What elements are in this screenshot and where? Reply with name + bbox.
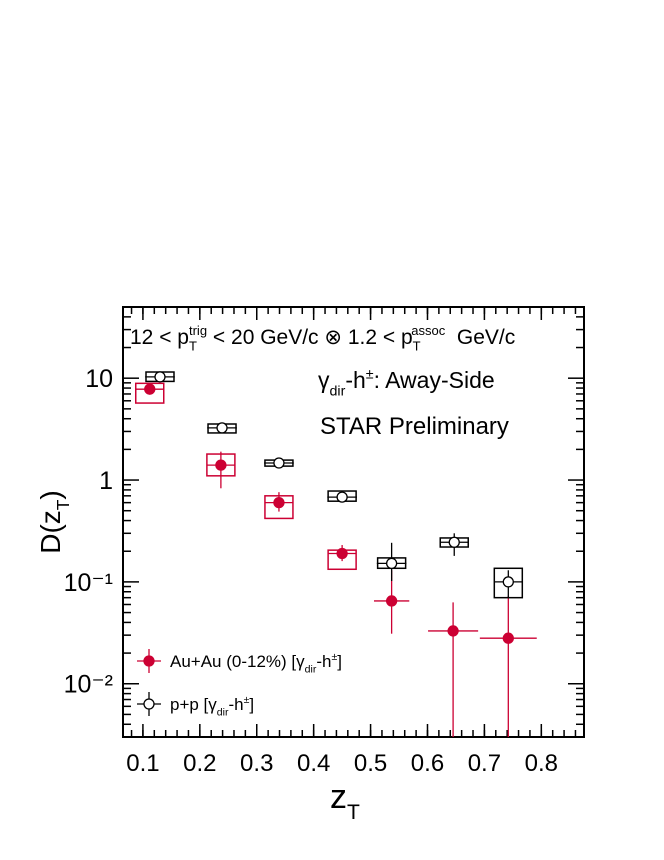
plot-frame	[122, 306, 585, 738]
text-span: dir	[305, 663, 317, 675]
y-tick-label: 10⁻²	[64, 671, 113, 699]
text-span: p+p [γ	[170, 695, 217, 714]
marker	[448, 536, 460, 548]
text-span: -h	[229, 695, 244, 714]
legend-label: p+p [γdir-h±]	[170, 694, 254, 719]
x-tick-label: 0.1	[126, 750, 159, 777]
text-span: dir	[217, 706, 229, 718]
marker	[385, 595, 398, 607]
legend-marker	[143, 698, 155, 710]
text-span: T	[189, 339, 197, 354]
marker	[385, 557, 398, 570]
marker	[447, 625, 459, 637]
text-span: : Away-Side	[374, 367, 495, 393]
text-span: T	[53, 499, 73, 510]
text-span: trig	[189, 323, 207, 338]
annotation: STAR Preliminary	[320, 413, 509, 440]
x-tick-label: 0.7	[468, 750, 501, 777]
marker	[273, 496, 285, 509]
text-span: Au+Au (0-12%) [γ	[170, 652, 305, 671]
text-span: 12 < p	[130, 326, 189, 349]
text-span: ±	[332, 651, 338, 663]
text-span: T	[413, 339, 421, 354]
x-axis-label: zT	[330, 778, 360, 824]
text-span: ±	[366, 366, 374, 382]
marker	[336, 547, 348, 560]
annotation: γdir-h±: Away-Side	[318, 366, 495, 399]
x-tick-label: 0.6	[411, 750, 444, 777]
marker	[216, 422, 228, 434]
text-span: -h	[316, 652, 331, 671]
x-tick-label: 0.3	[240, 750, 273, 777]
x-tick-label: 0.4	[297, 750, 330, 777]
text-span: z	[330, 778, 347, 816]
x-tick-label: 0.5	[354, 750, 387, 777]
marker	[502, 576, 514, 588]
text-span: T	[347, 801, 360, 824]
marker	[336, 491, 348, 503]
text-span: γ	[318, 367, 330, 393]
y-axis-label: D(zT)	[35, 490, 73, 553]
legend-marker	[143, 655, 155, 667]
text-span: )	[35, 490, 66, 499]
text-span: D(z	[35, 510, 66, 554]
y-tick-label: 10⁻¹	[64, 569, 113, 597]
y-tick-label: 1	[99, 467, 113, 495]
marker	[502, 632, 514, 644]
text-span: ±	[244, 694, 250, 706]
text-span: ]	[337, 652, 342, 671]
text-span: -h	[345, 367, 365, 393]
marker	[144, 383, 156, 395]
marker	[273, 457, 285, 469]
text-span: assoc	[411, 323, 445, 338]
x-tick-label: 0.8	[525, 750, 558, 777]
systematic-box	[134, 382, 165, 404]
legend-label: Au+Au (0-12%) [γdir-h±]	[170, 651, 342, 676]
text-span: STAR Preliminary	[320, 413, 509, 440]
y-tick-label: 10	[85, 365, 113, 393]
text-span: dir	[330, 383, 346, 399]
text-span: < 20 GeV/c ⊗ 1.2 < p	[207, 326, 413, 349]
x-tick-label: 0.2	[183, 750, 216, 777]
annotation: 12 < pTtrig < 20 GeV/c ⊗ 1.2 < pTassoc G…	[130, 323, 515, 354]
marker	[215, 459, 227, 471]
text-span: ]	[249, 695, 254, 714]
marker	[154, 371, 166, 383]
text-span: GeV/c	[445, 326, 515, 349]
